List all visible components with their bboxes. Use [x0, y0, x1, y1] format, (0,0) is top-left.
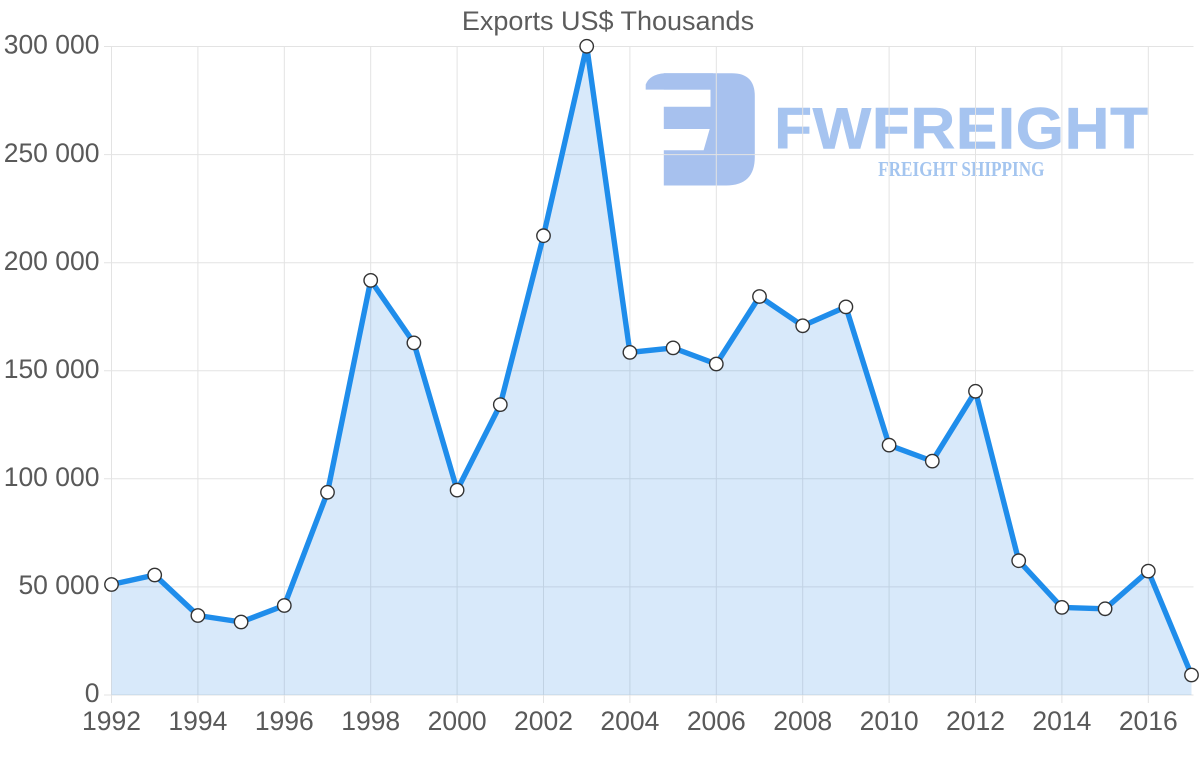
- svg-text:FREIGHT SHIPPING: FREIGHT SHIPPING: [878, 158, 1044, 181]
- svg-text:2012: 2012: [946, 706, 1005, 736]
- svg-text:Exports US$ Thousands: Exports US$ Thousands: [462, 6, 754, 36]
- svg-text:2000: 2000: [428, 706, 487, 736]
- svg-text:1998: 1998: [341, 706, 400, 736]
- svg-text:1992: 1992: [82, 706, 141, 736]
- svg-text:2008: 2008: [773, 706, 832, 736]
- svg-text:50 000: 50 000: [18, 570, 99, 600]
- svg-text:1996: 1996: [255, 706, 314, 736]
- svg-text:100 000: 100 000: [4, 462, 100, 492]
- svg-text:2014: 2014: [1032, 706, 1091, 736]
- svg-text:2004: 2004: [600, 706, 659, 736]
- svg-text:1994: 1994: [168, 706, 227, 736]
- svg-text:200 000: 200 000: [4, 246, 100, 276]
- svg-text:0: 0: [85, 678, 100, 708]
- svg-text:300 000: 300 000: [4, 30, 100, 60]
- svg-text:2006: 2006: [687, 706, 746, 736]
- svg-text:2016: 2016: [1119, 706, 1178, 736]
- svg-text:250 000: 250 000: [4, 138, 100, 168]
- svg-text:FWFREIGHT: FWFREIGHT: [774, 96, 1149, 161]
- svg-text:2002: 2002: [514, 706, 573, 736]
- svg-text:2010: 2010: [860, 706, 919, 736]
- svg-text:150 000: 150 000: [4, 354, 100, 384]
